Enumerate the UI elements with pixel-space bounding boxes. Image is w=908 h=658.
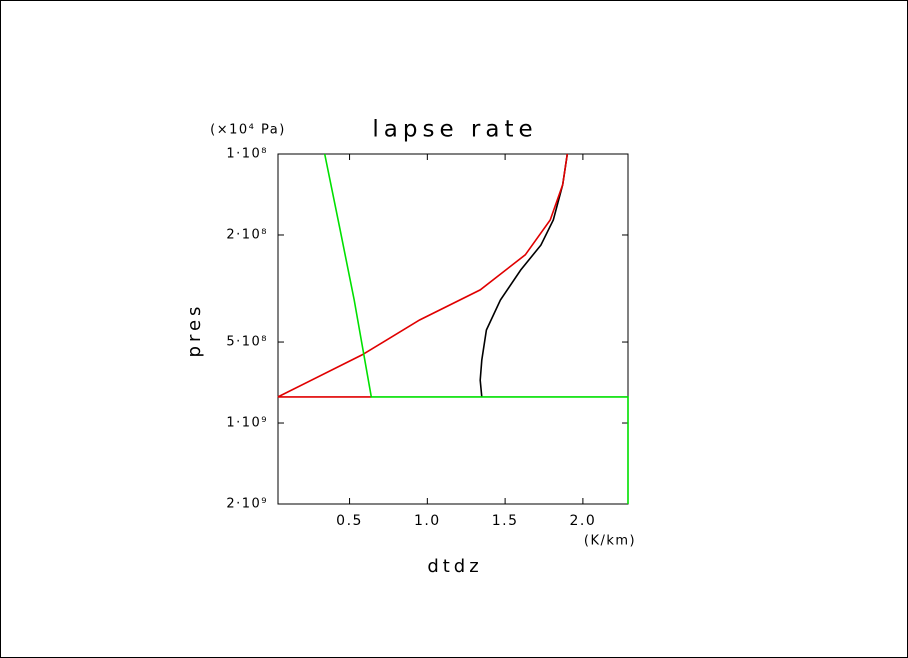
x-tick-label: 1.5 [492,513,519,529]
x-tick-label: 2.0 [570,513,597,529]
y-axis-label: pres [184,303,205,358]
y-tick-label: 2·10⁸ [226,227,268,242]
x-tick-label: 0.5 [336,513,363,529]
x-tick-label: 1.0 [414,513,441,529]
series-line [323,153,629,504]
y-tick-label: 5·10⁸ [226,335,268,350]
series-line [479,153,569,397]
x-unit: (K/km) [584,534,636,549]
y-tick-label: 1·10⁹ [226,416,268,431]
y-tick-label: 1·10⁸ [226,147,268,162]
x-axis-label: dtdz [427,556,482,577]
series-line [277,153,569,398]
chart-title: lapse rate [372,117,537,143]
y-tick-label: 2·10⁹ [226,497,268,512]
plot-frame [277,153,629,505]
y-unit: (×10⁴ Pa) [210,123,286,138]
